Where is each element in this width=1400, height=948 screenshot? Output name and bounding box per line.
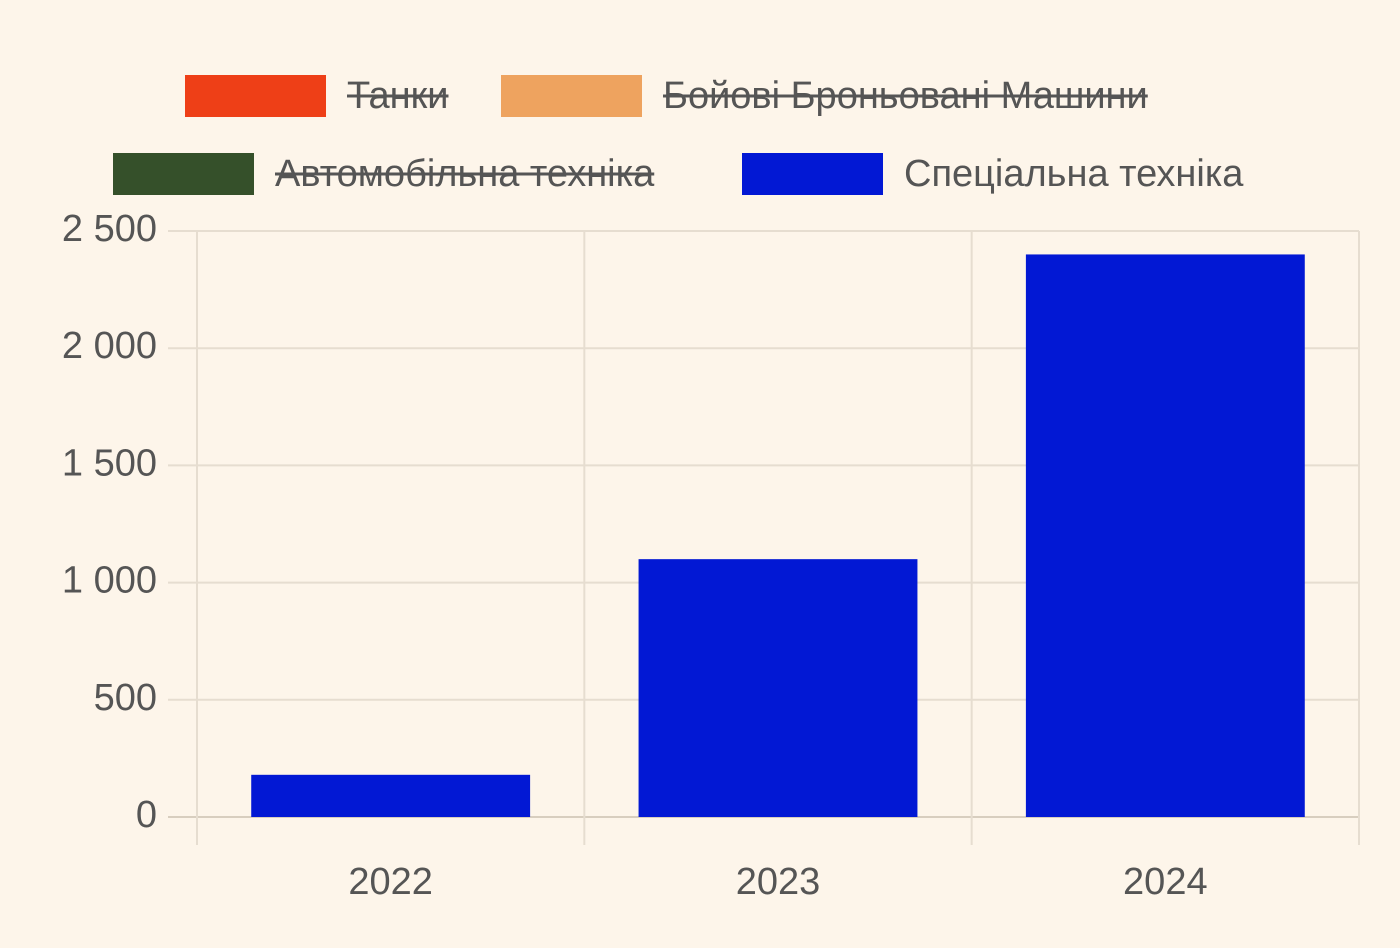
bar [638, 559, 918, 817]
y-tick-label: 0 [136, 794, 157, 836]
legend-label[interactable]: Спеціальна техніка [904, 153, 1244, 195]
x-tick-label: 2023 [736, 861, 821, 903]
legend-swatch[interactable] [185, 75, 326, 117]
legend-swatch[interactable] [501, 75, 642, 117]
legend-swatch[interactable] [113, 153, 254, 195]
bar [1025, 254, 1305, 817]
y-tick-label: 2 500 [62, 208, 157, 250]
bar [251, 774, 531, 817]
y-tick-label: 500 [94, 677, 157, 719]
y-tick-label: 2 000 [62, 325, 157, 367]
x-tick-label: 2024 [1123, 861, 1208, 903]
y-tick-label: 1 000 [62, 560, 157, 602]
x-tick-label: 2022 [348, 861, 433, 903]
y-tick-label: 1 500 [62, 442, 157, 484]
legend-swatch[interactable] [742, 153, 883, 195]
